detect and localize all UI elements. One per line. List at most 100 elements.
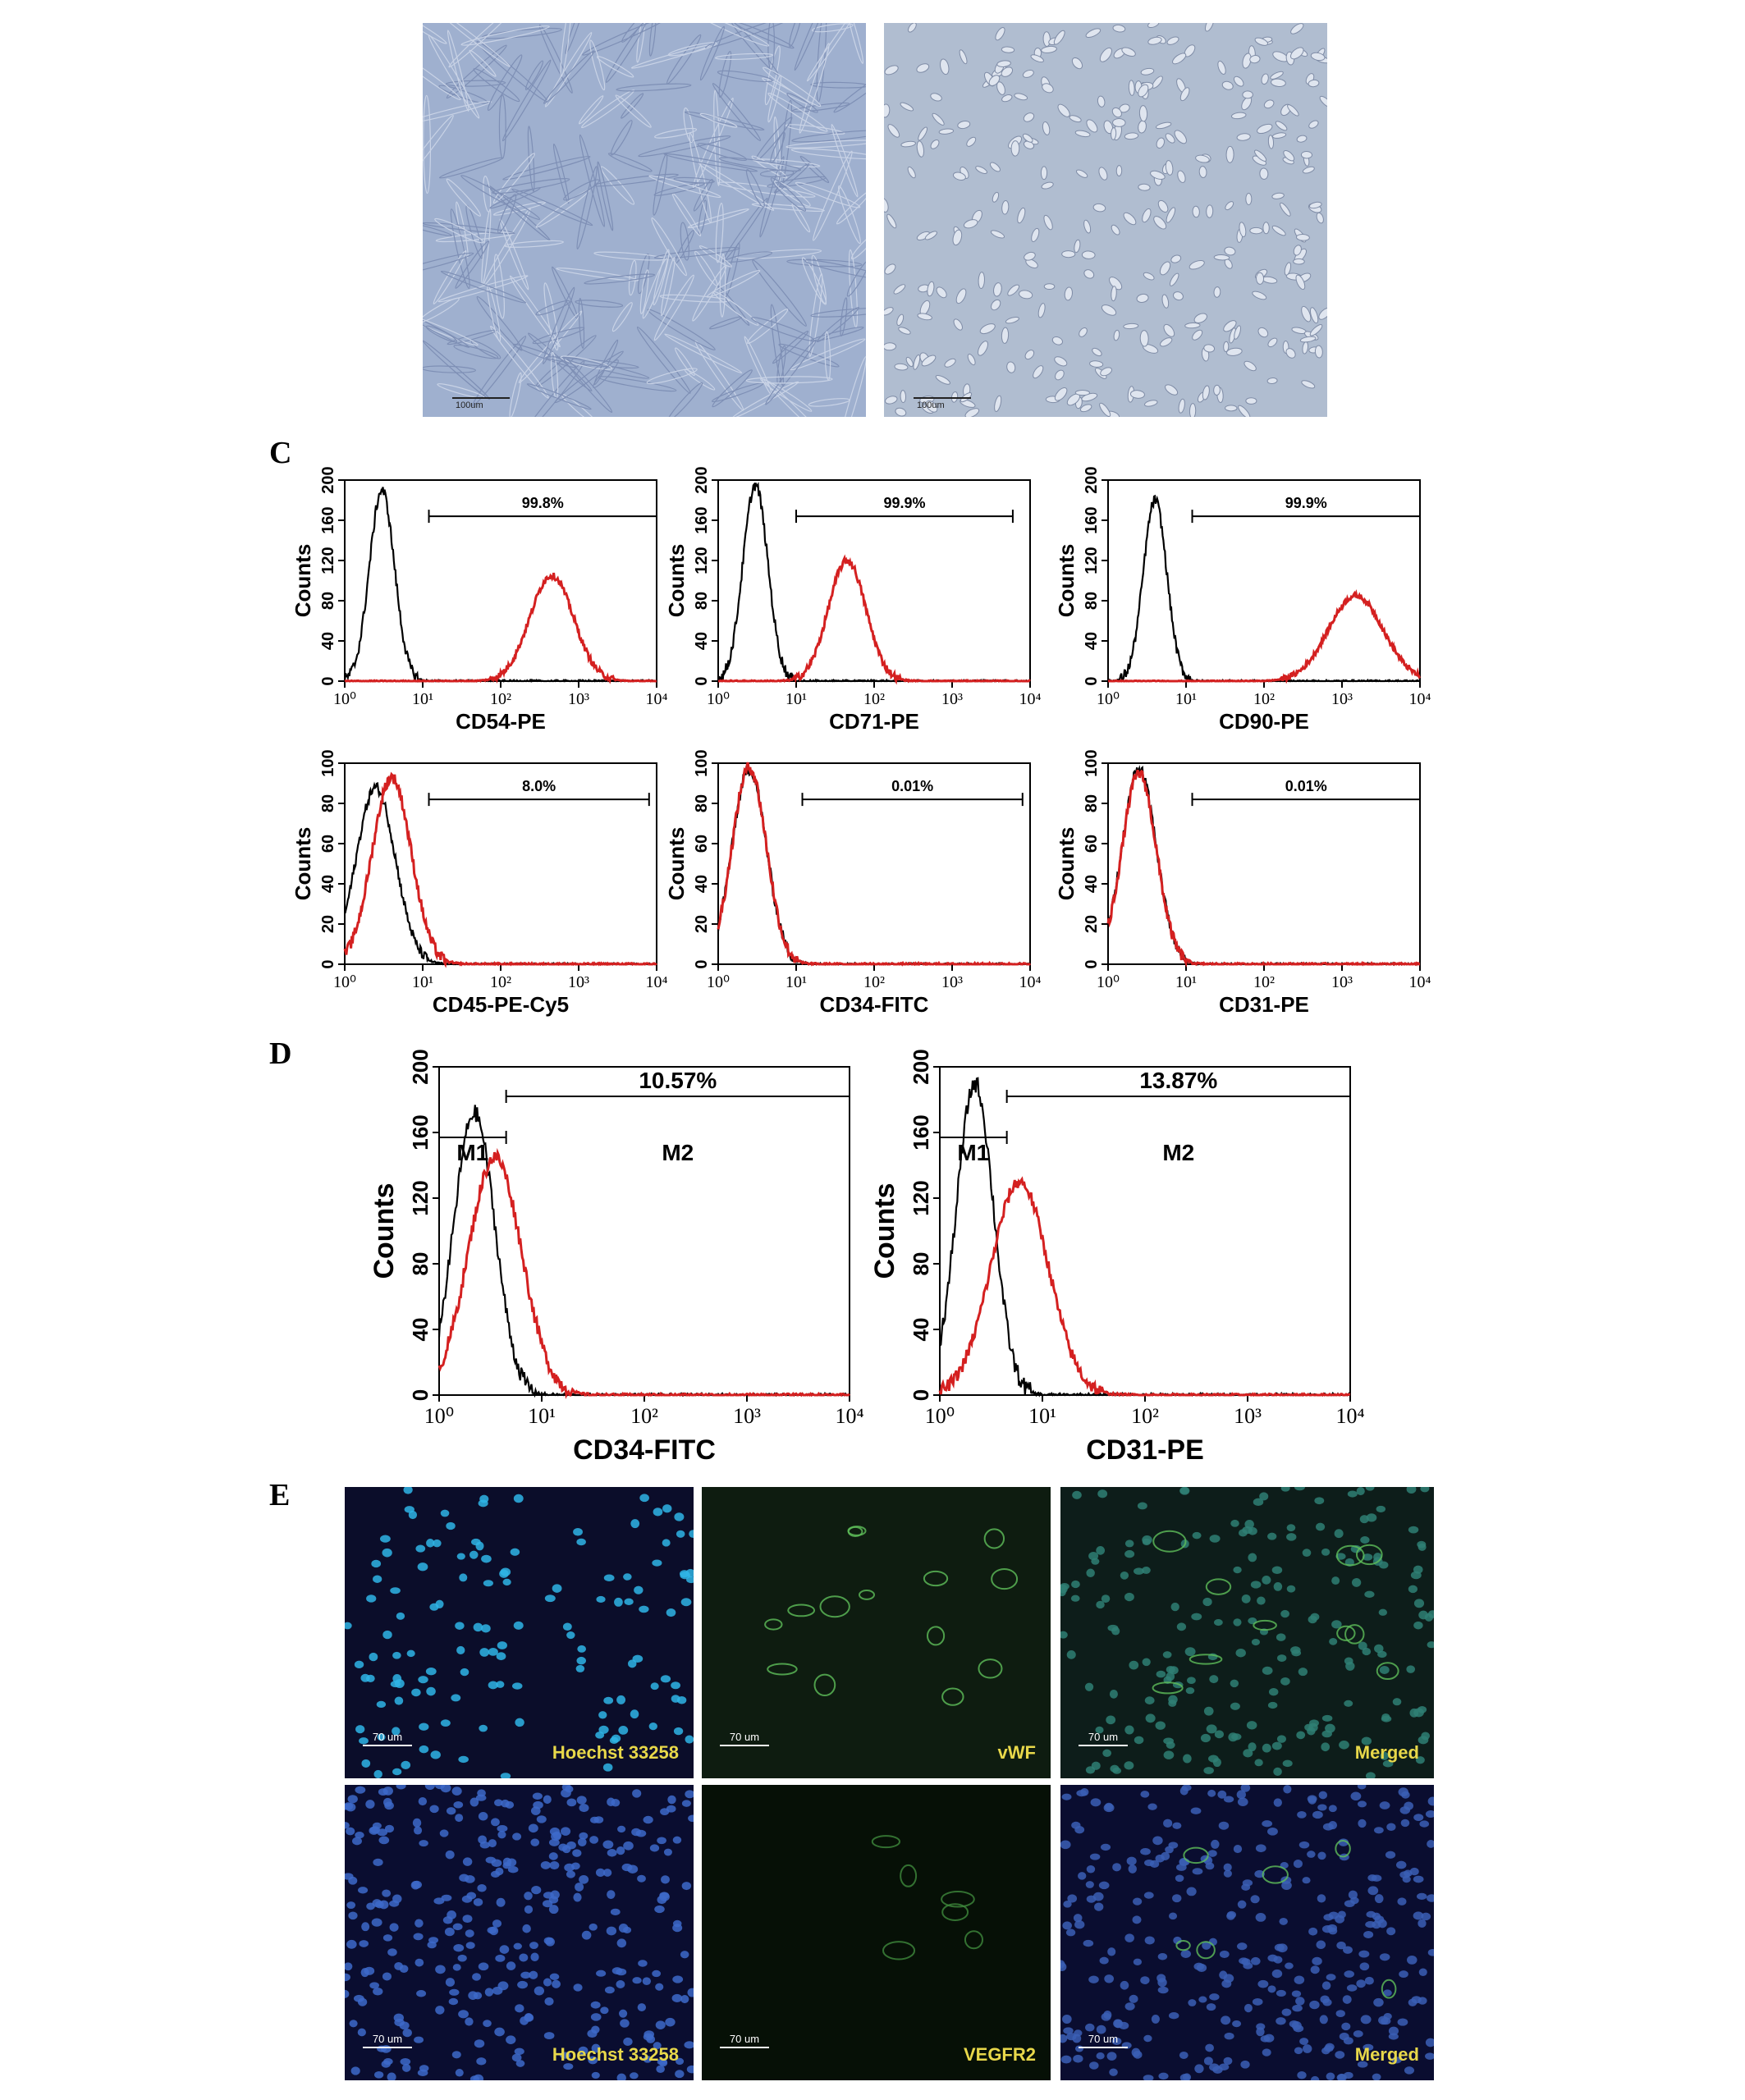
control-series-line (717, 481, 1031, 683)
y-axis-label: Counts (291, 827, 315, 901)
nucleus (1218, 1821, 1230, 1830)
nucleus (1063, 1900, 1072, 1908)
nucleus (1312, 1956, 1322, 1965)
nucleus (681, 1882, 692, 1891)
nucleus (426, 1539, 435, 1548)
nucleus (1152, 1836, 1163, 1846)
nucleus (1202, 1941, 1211, 1950)
fluor-panel-1: 70 um Hoechst 33258 (345, 1487, 694, 1778)
nucleus (643, 2030, 655, 2038)
cell-shape (582, 23, 669, 56)
cell-shape (445, 80, 506, 87)
nucleus (1360, 2015, 1372, 2025)
nucleus (488, 1839, 497, 1848)
nucleus (576, 1796, 587, 1805)
nucleus (673, 1727, 684, 1736)
nucleus (512, 1832, 522, 1841)
nucleus (1418, 1997, 1427, 2005)
nucleus (566, 1798, 577, 1807)
cell-shape (659, 294, 730, 303)
nucleus (465, 1942, 475, 1949)
green-stained-cell (1262, 1865, 1289, 1884)
x-tick-label: 10⁴ (1335, 1404, 1364, 1428)
nucleus (652, 1970, 662, 1978)
nucleus (524, 1892, 533, 1901)
nucleus (1070, 1594, 1080, 1602)
nucleus (455, 1622, 465, 1630)
cell-shape (964, 408, 980, 417)
nucleus (1091, 1558, 1100, 1565)
nucleus (1133, 1958, 1143, 1966)
nucleus (1218, 2063, 1230, 2071)
green-stained-cell (1253, 1619, 1277, 1631)
nucleus (1319, 2015, 1328, 2025)
nucleus (1379, 1953, 1390, 1961)
green-stained-cell (941, 1687, 964, 1706)
nucleus (1298, 1841, 1310, 1849)
nucleus (1233, 1845, 1243, 1854)
nucleus (1168, 1912, 1178, 1920)
nucleus (581, 1930, 592, 1940)
nucleus (1366, 1910, 1376, 1918)
nucleus (349, 2020, 358, 2028)
nucleus (1322, 1823, 1334, 1831)
cell-shape (460, 25, 550, 46)
nucleus (455, 1814, 464, 1823)
cell-shape (1040, 166, 1048, 181)
cell-shape (1177, 170, 1186, 183)
nucleus (549, 1827, 561, 1836)
cell-shape (621, 93, 644, 119)
nucleus (635, 1829, 647, 1837)
cell-shape (446, 44, 507, 99)
cell-shape (893, 284, 906, 295)
nucleus (1415, 1756, 1425, 1764)
nucleus (345, 1822, 350, 1829)
cell-shape (1163, 323, 1175, 337)
nucleus (497, 1641, 507, 1649)
cell-shape (715, 202, 724, 263)
nucleus (1358, 1641, 1367, 1650)
cell-shape (1053, 30, 1065, 45)
nucleus (345, 1973, 350, 1982)
cell-shape (896, 313, 905, 327)
cell-shape (930, 93, 942, 102)
nucleus (623, 1573, 632, 1581)
cell-shape (563, 179, 600, 201)
nucleus (560, 2052, 571, 2059)
nucleus (1276, 1989, 1286, 1997)
nucleus (488, 1648, 498, 1656)
cell-shape (894, 363, 909, 371)
cell-shape (1252, 291, 1267, 300)
nucleus (1425, 1810, 1434, 1819)
nucleus (676, 1696, 687, 1704)
nucleus (688, 1814, 694, 1823)
cell-shape (1198, 166, 1207, 178)
nucleus (1192, 1531, 1202, 1540)
x-tick-label: 10² (863, 690, 885, 708)
nucleus (473, 1622, 483, 1632)
cell-shape (759, 156, 785, 238)
nucleus (392, 1768, 402, 1776)
nucleus (607, 1849, 617, 1857)
cell-shape (694, 250, 718, 286)
nucleus (1191, 1613, 1202, 1621)
green-stained-cell (1152, 1681, 1184, 1695)
cell-shape (1041, 45, 1057, 53)
nucleus (1257, 1596, 1266, 1605)
cell-shape (696, 23, 770, 47)
gate-percentage: 8.0% (522, 778, 556, 794)
nucleus (1232, 2020, 1242, 2028)
cell-shape (1262, 222, 1270, 235)
nucleus (662, 1539, 671, 1547)
nucleus (672, 1836, 682, 1844)
nucleus (1147, 1803, 1157, 1810)
nucleus (345, 1989, 350, 1998)
cell-shape (944, 358, 956, 368)
cell-shape (1172, 53, 1187, 65)
cell-shape (806, 23, 859, 82)
cell-shape (1170, 254, 1182, 263)
nucleus (638, 1960, 648, 1967)
nucleus (392, 1727, 401, 1736)
cell-shape (481, 208, 492, 286)
nucleus (1328, 1805, 1337, 1813)
